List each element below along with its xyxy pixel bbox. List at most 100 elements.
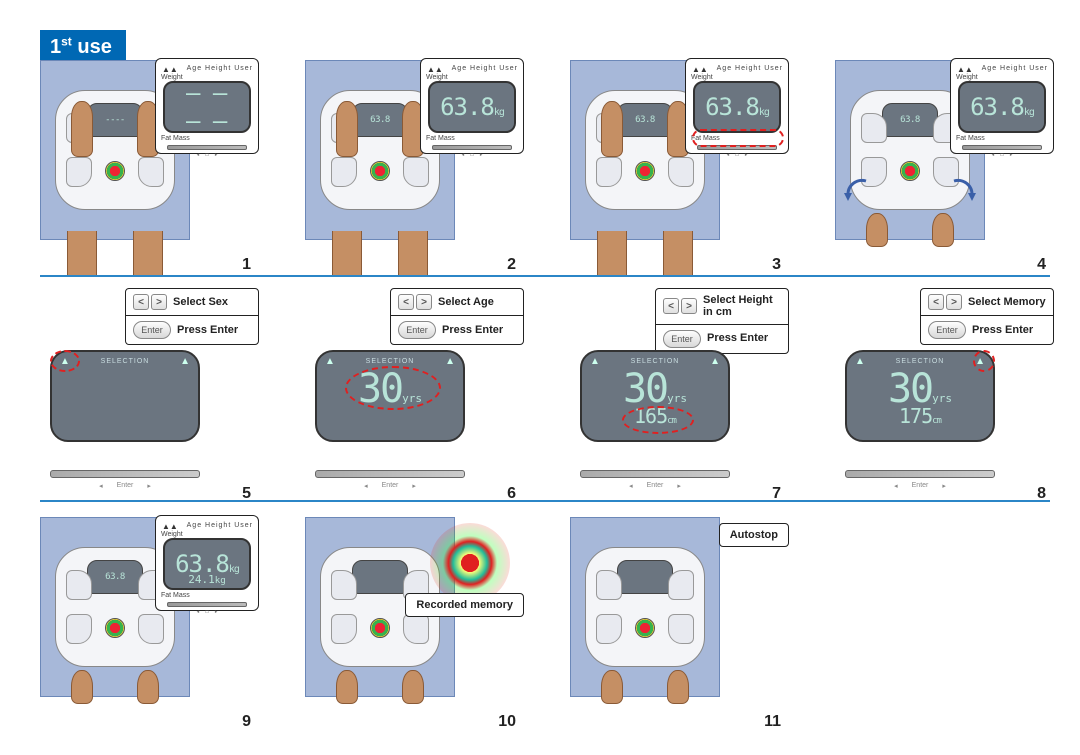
- lcd-screen: 63.8kg: [428, 81, 516, 133]
- lcd-screen: – – – –: [163, 81, 251, 133]
- step-number: 3: [772, 256, 781, 274]
- step-cell: < > Select Sex Enter Press Enter ▲ ▲ SEL…: [40, 288, 255, 506]
- scale-mini-display: 63.8: [617, 103, 673, 137]
- leg-right: [133, 231, 163, 275]
- foot-pad: [138, 157, 164, 187]
- person-icon: ▲: [445, 356, 455, 367]
- weight-label: Weight: [956, 74, 1048, 81]
- select-label: Select Sex: [173, 296, 228, 308]
- display-callout: ▲▲ Age Height User Weight 63.8kg 24.1kg …: [155, 515, 259, 611]
- lcd-reading: 63.8kg: [440, 93, 504, 121]
- step-number: 9: [242, 713, 251, 731]
- lcd-screen: ▲ ▲ SELECTION: [50, 350, 200, 442]
- scale-panel: [570, 517, 720, 697]
- leg-left: [597, 231, 627, 275]
- steps-grid: ---- ▲▲ Age Height User Weight – – – – F…: [40, 60, 1050, 735]
- step-number: 8: [1037, 485, 1046, 503]
- progress-bar-icon: [580, 470, 730, 478]
- lcd-reading: 63.8kg: [705, 93, 769, 121]
- step-cell: Recorded memory10: [305, 517, 520, 735]
- leg-right: [398, 231, 428, 275]
- foot-pad: [331, 570, 357, 600]
- foot-pad: [66, 157, 92, 187]
- fatmass-label: Fat Mass: [691, 135, 783, 142]
- lcd-screen: 63.8kg: [693, 81, 781, 133]
- arrow-buttons: < >: [663, 298, 697, 314]
- step-number: 7: [772, 485, 781, 503]
- step-cell: 63.8 ▲▲ Age Height User Weight 63.8kg Fa…: [305, 60, 520, 278]
- center-button-icon: [635, 618, 655, 638]
- fatmass-label: Fat Mass: [956, 135, 1048, 142]
- arrow-left-button[interactable]: <: [663, 298, 679, 314]
- foot-pad: [668, 614, 694, 644]
- press-enter-label: Press Enter: [442, 324, 503, 336]
- setting-display-unit: ▲ ▲ SELECTION 30yrs 165cm ◂Enter▸: [570, 350, 740, 468]
- recorded-memory-label: Recorded memory: [405, 593, 524, 617]
- autostop-label: Autostop: [719, 523, 789, 547]
- foot-left: [866, 213, 888, 247]
- weight-label: Weight: [426, 74, 518, 81]
- lcd-sub-reading: 24.1kg: [188, 573, 226, 586]
- setting-display-unit: ▲ ▲ SELECTION 30yrs ◂Enter▸: [305, 350, 475, 468]
- lcd-screen: ▲ ▲ SELECTION 30yrs 165cm: [580, 350, 730, 442]
- step-cell: ---- ▲▲ Age Height User Weight – – – – F…: [40, 60, 255, 278]
- select-label: Select Height in cm: [703, 294, 781, 318]
- progress-bar-icon: [845, 470, 995, 478]
- step-cell: 63.8 ▲▲ Age Height User Weight 63.8kg 24…: [40, 517, 255, 735]
- arrow-left-button[interactable]: <: [398, 294, 414, 310]
- scale-mini-display: [352, 560, 408, 594]
- center-button-icon: [105, 161, 125, 181]
- enter-button[interactable]: Enter: [133, 321, 171, 339]
- person-icon: ▲▲: [162, 522, 178, 531]
- leg-right: [663, 231, 693, 275]
- step-number: 6: [507, 485, 516, 503]
- setting-display-unit: ▲ ▲ SELECTION 30yrs 175cm ◂Enter▸: [835, 350, 1005, 468]
- lcd-screen: ▲ ▲ SELECTION 30yrs: [315, 350, 465, 442]
- progress-bar-icon: [315, 470, 465, 478]
- step-cell: 63.8 ▲▲ Age Height User Weight 63.8kg Fa…: [570, 60, 785, 278]
- weight-label: Weight: [691, 74, 783, 81]
- step-cell: < > Select Memory Enter Press Enter ▲ ▲ …: [835, 288, 1050, 506]
- arrow-buttons: < >: [398, 294, 432, 310]
- scale-mini-display: 63.8: [352, 103, 408, 137]
- foot-pad: [861, 113, 887, 143]
- arrow-right-button[interactable]: >: [681, 298, 697, 314]
- arrow-right-button[interactable]: >: [416, 294, 432, 310]
- mini-buttons: ◂ ▭ ▸: [426, 152, 518, 158]
- weight-label: Weight: [161, 531, 253, 538]
- press-enter-label: Press Enter: [177, 324, 238, 336]
- arrow-left-button[interactable]: <: [133, 294, 149, 310]
- lcd-screen: 63.8kg 24.1kg: [163, 538, 251, 590]
- progress-bar-icon: [697, 145, 777, 150]
- unit-buttons: ◂Enter▸: [364, 482, 416, 490]
- foot-pad: [668, 570, 694, 600]
- step-cell: Autostop11: [570, 517, 785, 735]
- display-callout: ▲▲ Age Height User Weight 63.8kg Fat Mas…: [420, 58, 524, 154]
- rotate-arrow-right-icon: [948, 175, 978, 205]
- foot-right: [667, 670, 689, 704]
- foot-pad: [596, 570, 622, 600]
- sub-reading: 175cm: [899, 404, 941, 428]
- person-icon: ▲: [590, 356, 600, 367]
- center-button-icon: [105, 618, 125, 638]
- foot-right: [402, 670, 424, 704]
- leg-left: [67, 231, 97, 275]
- arrow-left-button[interactable]: <: [928, 294, 944, 310]
- arrow-buttons: < >: [133, 294, 167, 310]
- press-enter-label: Press Enter: [972, 324, 1033, 336]
- enter-button[interactable]: Enter: [398, 321, 436, 339]
- foot-left: [336, 101, 358, 157]
- center-button-icon: [370, 161, 390, 181]
- lcd-screen: ▲ ▲ SELECTION 30yrs 175cm: [845, 350, 995, 442]
- arrow-right-button[interactable]: >: [946, 294, 962, 310]
- fatmass-label: Fat Mass: [161, 592, 253, 599]
- center-button-icon: [900, 161, 920, 181]
- arrow-right-button[interactable]: >: [151, 294, 167, 310]
- enter-button[interactable]: Enter: [928, 321, 966, 339]
- enter-button[interactable]: Enter: [663, 330, 701, 348]
- scale-mini-display: ----: [87, 103, 143, 137]
- progress-bar-icon: [962, 145, 1042, 150]
- select-label: Select Age: [438, 296, 494, 308]
- foot-pad: [403, 614, 429, 644]
- lcd-screen: 63.8kg: [958, 81, 1046, 133]
